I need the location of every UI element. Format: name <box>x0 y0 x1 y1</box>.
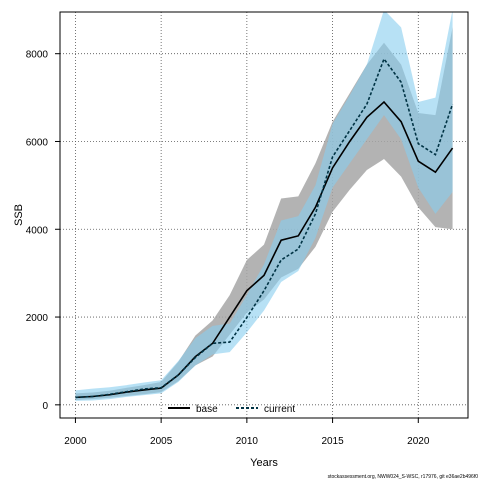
current-confidence-band <box>75 12 453 401</box>
confidence-bands <box>75 12 453 401</box>
x-axis-ticks: 2000 2005 2010 2015 2020 <box>64 418 430 447</box>
y-tick-label-6000: 6000 <box>26 137 49 148</box>
legend-current-label: current <box>264 404 295 415</box>
x-tick-label-2000: 2000 <box>64 436 87 447</box>
y-tick-label-2000: 2000 <box>26 313 49 324</box>
y-tick-label-4000: 4000 <box>26 225 49 236</box>
series-lines <box>75 57 454 399</box>
y-tick-label-8000: 8000 <box>26 50 49 61</box>
legend-base-label: base <box>196 404 218 415</box>
legend: base current <box>168 404 295 415</box>
y-axis-title: SSB <box>13 204 25 226</box>
x-tick-label-2005: 2005 <box>150 436 173 447</box>
y-axis-ticks: 0 2000 4000 6000 8000 <box>26 50 60 412</box>
footnote: stockassessment.org, NWW024_S-WSC, r1797… <box>328 474 479 480</box>
y-tick-label-0: 0 <box>42 401 48 412</box>
x-tick-label-2015: 2015 <box>321 436 344 447</box>
base-line <box>75 100 454 399</box>
x-tick-label-2010: 2010 <box>236 436 259 447</box>
plot-frame <box>59 11 469 419</box>
x-tick-label-2020: 2020 <box>407 436 430 447</box>
x-axis-title: Years <box>250 457 278 469</box>
